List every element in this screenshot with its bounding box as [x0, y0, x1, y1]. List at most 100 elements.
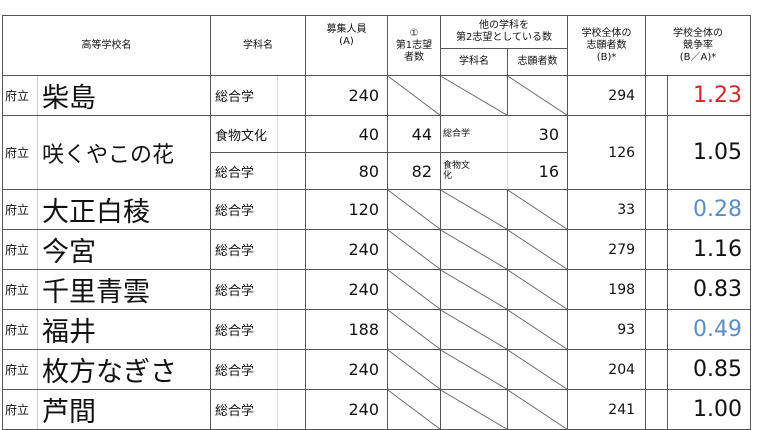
school-name: 枚方なぎさ [37, 349, 211, 390]
blank-cell [277, 349, 306, 390]
school-name: 芦間 [37, 389, 211, 430]
header-dept: 学科名 [210, 15, 306, 76]
empty-slash-cell [440, 269, 508, 310]
blank-cell [277, 269, 306, 310]
capacity: 240 [305, 75, 388, 116]
blank-cell [277, 75, 306, 116]
second-choice-dept: 食物文 化 [440, 152, 508, 190]
school-name: 千里青雲 [37, 269, 211, 310]
competition-ratio: 0.85 [667, 349, 752, 390]
total-applicants: 93 [567, 309, 647, 350]
school-name: 柴島 [37, 75, 211, 116]
total-applicants: 33 [567, 189, 647, 230]
table-row: 府立 芦間 総合学 240 241 1.00 [2, 389, 752, 430]
first-choice-count: 44 [387, 115, 441, 153]
capacity: 188 [305, 309, 388, 350]
header-second-dept: 学科名 [440, 48, 508, 76]
total-applicants: 294 [567, 75, 647, 116]
header-school: 高等学校名 [2, 15, 211, 76]
capacity: 40 [305, 115, 388, 153]
department: 総合学 [210, 309, 278, 350]
competition-ratio: 0.49 [667, 309, 752, 350]
empty-slash-cell [440, 189, 508, 230]
competition-ratio: 0.83 [667, 269, 752, 310]
blank-cell [645, 75, 669, 116]
school-name: 咲くやこの花 [37, 115, 211, 190]
department: 総合学 [210, 189, 278, 230]
department: 総合学 [210, 269, 278, 310]
school-prefix: 府立 [2, 389, 38, 430]
school-prefix: 府立 [2, 269, 38, 310]
blank-cell [645, 389, 669, 430]
empty-slash-cell [387, 189, 441, 230]
capacity: 80 [305, 152, 388, 190]
blank-cell [645, 115, 669, 190]
blank-cell [645, 269, 669, 310]
blank-cell [277, 115, 306, 153]
blank-cell [645, 309, 669, 350]
department: 総合学 [210, 349, 278, 390]
competition-ratio: 1.23 [667, 75, 752, 116]
blank-cell [645, 349, 669, 390]
empty-slash-cell [506, 269, 569, 310]
empty-slash-cell [440, 309, 508, 350]
school-prefix: 府立 [2, 75, 38, 116]
table-row: 府立 咲くやこの花 食物文化 40 44 総合学 30 126 1.05 [2, 115, 752, 190]
department: 総合学 [210, 75, 278, 116]
header-second-count: 志願者数 [506, 48, 569, 76]
blank-cell [645, 229, 669, 270]
school-prefix: 府立 [2, 349, 38, 390]
table-row: 府立 大正白稜 総合学 120 33 0.28 [2, 189, 752, 230]
school-name: 大正白稜 [37, 189, 211, 230]
header-capacity: 募集人員 (A) [305, 15, 388, 76]
second-choice-count: 30 [506, 115, 569, 153]
empty-slash-cell [506, 349, 569, 390]
empty-slash-cell [440, 75, 508, 116]
empty-slash-cell [387, 269, 441, 310]
department: 総合学 [210, 229, 278, 270]
blank-cell [277, 309, 306, 350]
capacity: 240 [305, 269, 388, 310]
first-choice-count: 82 [387, 152, 441, 190]
empty-slash-cell [387, 389, 441, 430]
blank-cell [277, 389, 306, 430]
empty-slash-cell [506, 229, 569, 270]
competition-ratio: 0.28 [667, 189, 752, 230]
total-applicants: 204 [567, 349, 647, 390]
empty-slash-cell [387, 229, 441, 270]
competition-ratio: 1.05 [667, 115, 752, 190]
empty-slash-cell [440, 229, 508, 270]
blank-cell [645, 189, 669, 230]
table-row: 府立 柴島 総合学 240 294 1.23 [2, 75, 752, 116]
school-prefix: 府立 [2, 229, 38, 270]
empty-slash-cell [506, 309, 569, 350]
empty-slash-cell [506, 75, 569, 116]
department: 総合学 [210, 389, 278, 430]
empty-slash-cell [440, 389, 508, 430]
school-prefix: 府立 [2, 115, 38, 190]
header-first-choice: ① 第1志望 者数 [387, 15, 441, 76]
blank-cell [277, 229, 306, 270]
total-applicants: 279 [567, 229, 647, 270]
table-row: 府立 枚方なぎさ 総合学 240 204 0.85 [2, 349, 752, 390]
capacity: 240 [305, 349, 388, 390]
empty-slash-cell [387, 309, 441, 350]
header-ratio: 学校全体の 競争率 (B／A)* [645, 15, 752, 76]
total-applicants: 126 [567, 115, 647, 190]
header-total-applicants: 学校全体の 志願者数 (B)* [567, 15, 647, 76]
table-row: 府立 今宮 総合学 240 279 1.16 [2, 229, 752, 270]
empty-slash-cell [387, 349, 441, 390]
total-applicants: 198 [567, 269, 647, 310]
school-name: 福井 [37, 309, 211, 350]
table-row: 府立 福井 総合学 188 93 0.49 [2, 309, 752, 350]
second-choice-dept: 総合学 [440, 115, 508, 153]
empty-slash-cell [387, 75, 441, 116]
capacity: 240 [305, 389, 388, 430]
competition-ratio: 1.16 [667, 229, 752, 270]
blank-cell [277, 152, 306, 190]
empty-slash-cell [506, 389, 569, 430]
table-row: 府立 千里青雲 総合学 240 198 0.83 [2, 269, 752, 310]
empty-slash-cell [506, 189, 569, 230]
school-prefix: 府立 [2, 309, 38, 350]
admission-ratio-table: 高等学校名 学科名 募集人員 (A) ① 第1志望 者数 他の学科を 第2志望と… [2, 15, 752, 430]
